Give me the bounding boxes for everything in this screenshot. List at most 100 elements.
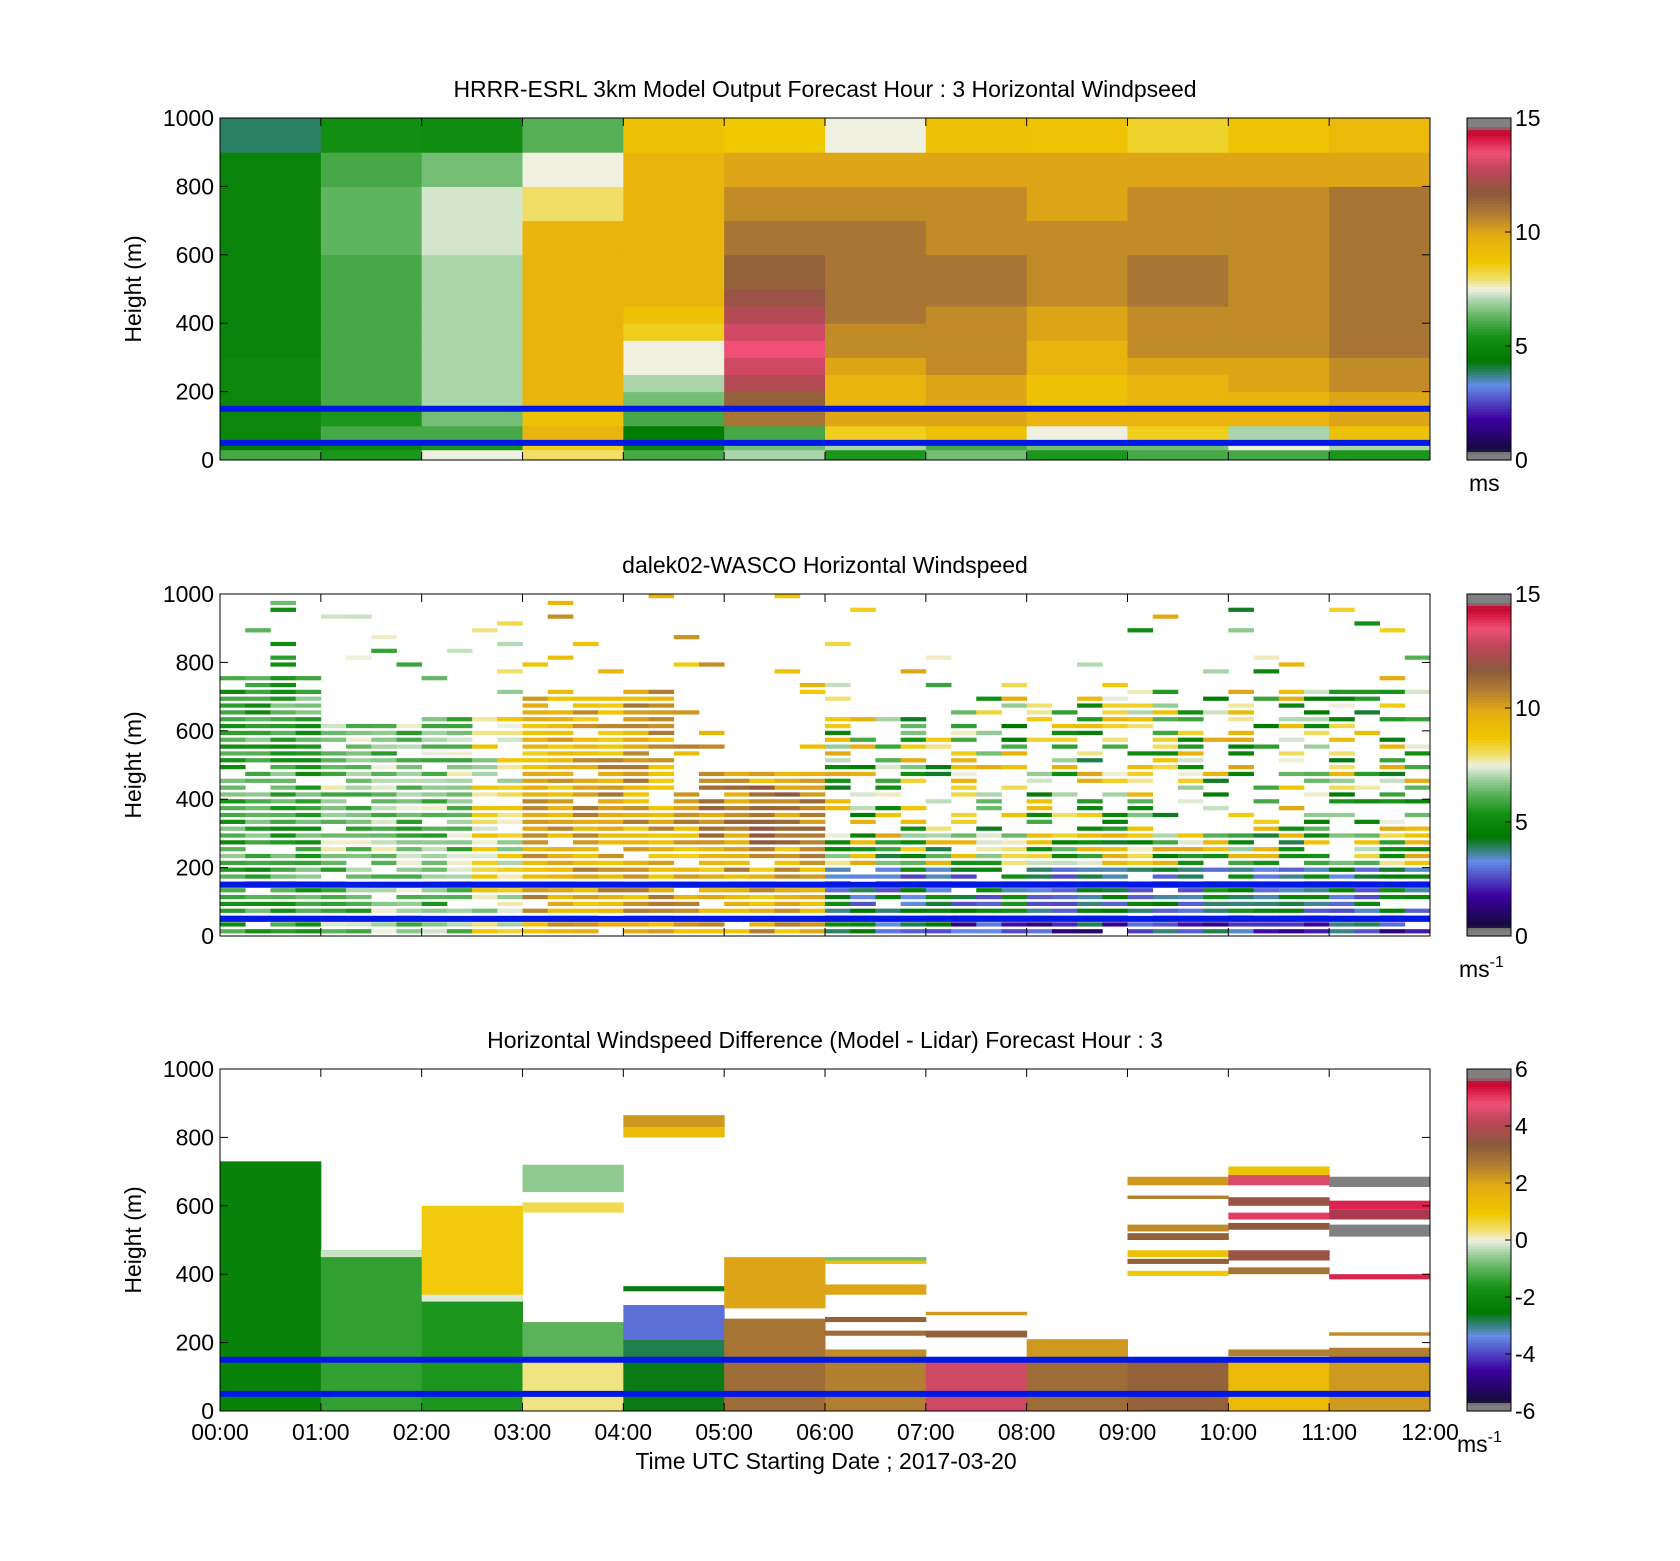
lidar-cell: [900, 717, 927, 722]
colorbar-cell: [1467, 907, 1511, 911]
lidar-cell: [698, 847, 725, 852]
lidar-cell: [724, 894, 750, 900]
lidar-cell: [1303, 833, 1330, 838]
lidar-cell: [1379, 867, 1406, 872]
lidar-cell: [724, 860, 750, 866]
heatmap-cell: [1329, 357, 1430, 375]
colorbar-cell: [1467, 730, 1511, 735]
lidar-cell: [547, 614, 574, 619]
heatmap-cell: [623, 357, 725, 375]
lidar-cell: [270, 778, 297, 783]
heatmap-cell: [1329, 254, 1430, 290]
lidar-cell: [371, 860, 397, 866]
lidar-cell: [724, 908, 750, 913]
colorbar-cell: [1467, 679, 1511, 683]
lidar-cell: [1152, 737, 1179, 742]
colorbar-cell: [1467, 753, 1511, 758]
lidar-cell: [396, 847, 423, 852]
heatmap-cell: [724, 306, 826, 324]
lidar-cell: [346, 806, 372, 811]
lidar-cell: [446, 867, 473, 872]
lidar-cell: [900, 765, 927, 770]
lidar-cell: [371, 723, 397, 729]
lidar-cell: [623, 799, 649, 804]
lidar-cell: [1303, 860, 1330, 866]
lidar-cell: [799, 888, 826, 893]
lidar-cell: [1077, 840, 1103, 845]
lidar-cell: [346, 894, 372, 900]
lidar-cell: [623, 833, 649, 838]
lidar-cell: [850, 847, 876, 852]
lidar-cell: [270, 696, 297, 701]
lidar-cell: [1127, 840, 1154, 845]
lidar-cell: [623, 723, 649, 729]
difference-cell: [1329, 1359, 1430, 1411]
lidar-cell: [850, 737, 876, 742]
heatmap-cell: [623, 340, 725, 358]
lidar-cell: [522, 703, 549, 708]
heatmap-cell: [320, 449, 423, 460]
lidar-cell: [598, 696, 624, 701]
colorbar-cell: [1467, 266, 1511, 270]
colorbar-cell: [1467, 280, 1511, 284]
lidar-cell: [1404, 717, 1430, 722]
lidar-cell: [396, 778, 423, 783]
lidar-cell: [875, 717, 902, 722]
lidar-cell: [320, 765, 347, 770]
lidar-cell: [875, 874, 902, 879]
lidar-cell: [547, 922, 574, 927]
lidar-cell: [295, 785, 322, 790]
lidar-cell: [825, 758, 851, 763]
lidar-cell: [900, 908, 927, 913]
lidar-cell: [346, 833, 372, 838]
lidar-cell: [1379, 888, 1406, 893]
lidar-cell: [1127, 703, 1154, 708]
lidar-cell: [396, 853, 423, 859]
lidar-cell: [245, 799, 271, 804]
lidar-cell: [1329, 901, 1355, 907]
lidar-cell: [1379, 703, 1406, 708]
colorbar-cell: [1467, 363, 1511, 367]
colorbar-cell: [1467, 1191, 1511, 1195]
lidar-cell: [1354, 847, 1380, 852]
colorbar-tick-label: 5: [1515, 333, 1528, 359]
lidar-cell: [1228, 771, 1254, 777]
lidar-cell: [270, 655, 297, 660]
lidar-cell: [1127, 806, 1154, 811]
lidar-cell: [446, 860, 473, 866]
difference-cell: [1228, 1222, 1330, 1230]
heatmap-cell: [1329, 323, 1430, 341]
lidar-cell: [1001, 874, 1028, 879]
lidar-cell: [220, 874, 246, 879]
lidar-cell: [1303, 867, 1330, 872]
lidar-cell: [396, 833, 423, 838]
lidar-cell: [1329, 771, 1355, 777]
lidar-cell: [547, 812, 574, 818]
lidar-cell: [1203, 737, 1229, 742]
lidar-cell: [1001, 840, 1028, 845]
lidar-cell: [925, 840, 952, 845]
lidar-cell: [1278, 847, 1305, 852]
lidar-cell: [925, 655, 952, 660]
lidar-cell: [270, 819, 297, 824]
lidar-cell: [421, 723, 448, 729]
heatmap-cell: [1329, 152, 1430, 187]
y-tick-label: 400: [176, 786, 214, 812]
lidar-cell: [850, 922, 876, 927]
lidar-cell: [295, 901, 322, 907]
lidar-cell: [1177, 888, 1204, 893]
lidar-cell: [1379, 717, 1406, 722]
heatmap-cell: [522, 391, 624, 410]
lidar-cell: [850, 901, 876, 907]
lidar-cell: [1379, 833, 1406, 838]
lidar-cell: [497, 641, 523, 647]
panel-model-heatmap: [220, 118, 1430, 460]
heatmap-cell: [623, 449, 725, 460]
lidar-cell: [951, 901, 977, 907]
lidar-cell: [1228, 901, 1254, 907]
lidar-cell: [421, 771, 448, 777]
colorbar-cell: [1467, 699, 1511, 703]
lidar-cell: [270, 730, 297, 736]
difference-cell: [1127, 1250, 1229, 1258]
heatmap-cell: [1026, 449, 1128, 460]
